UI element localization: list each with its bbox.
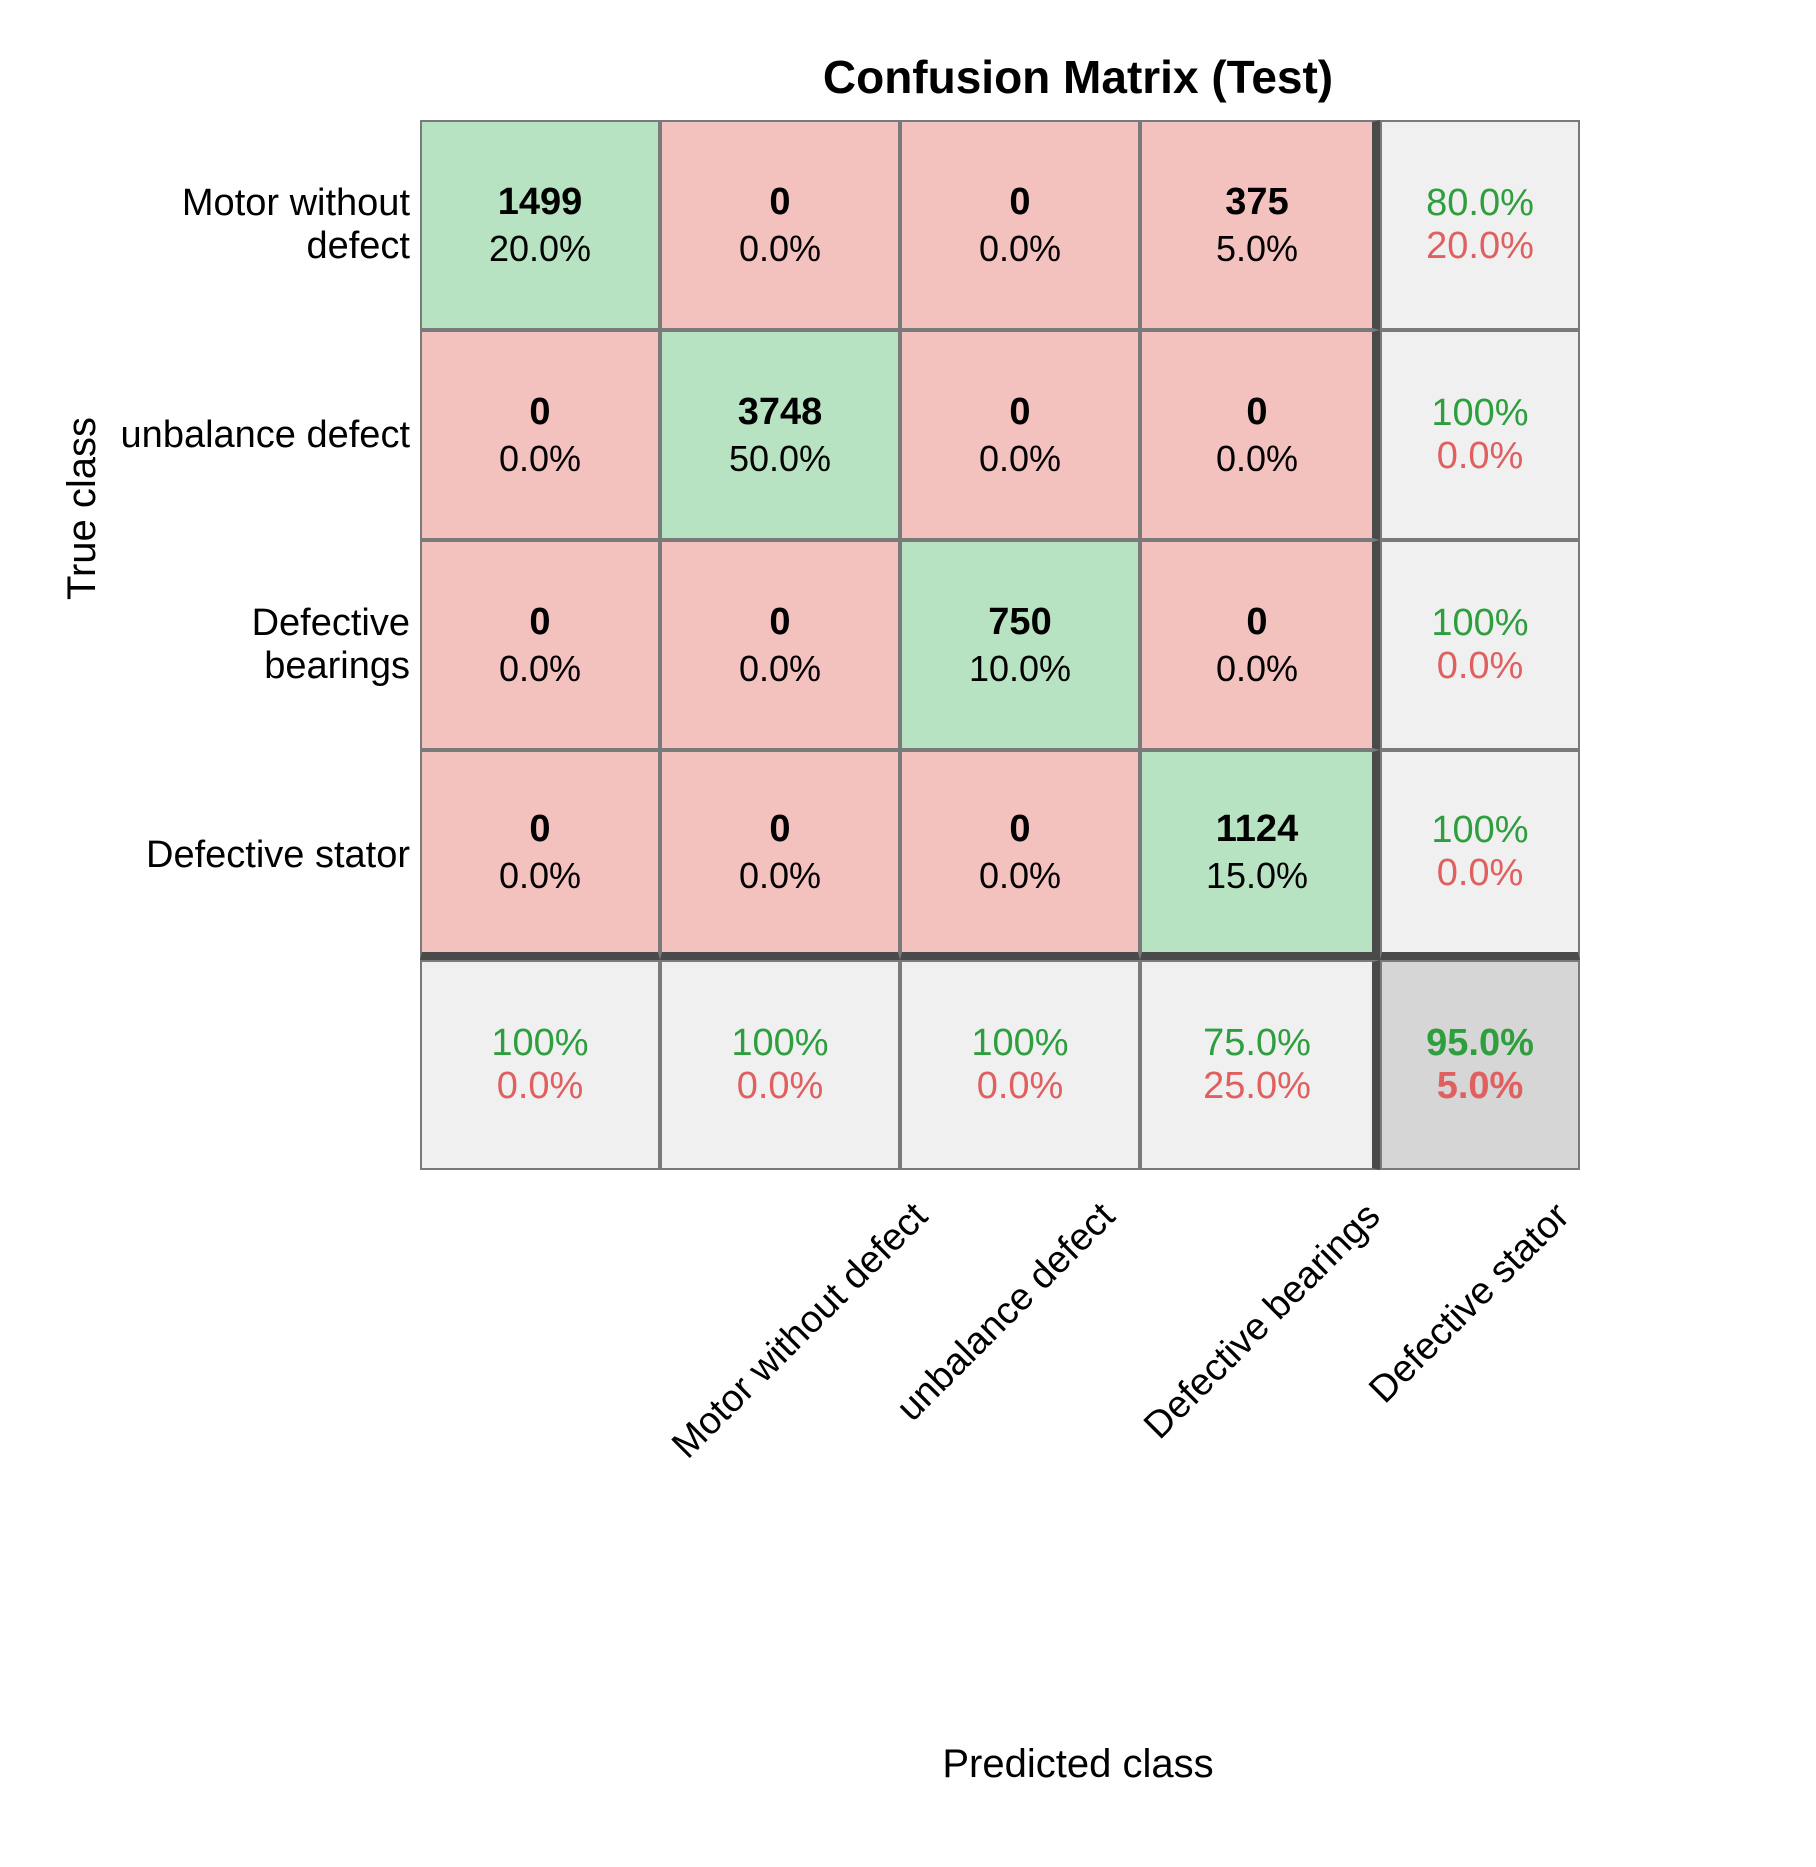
cell-percentage: 0.0% bbox=[739, 855, 821, 897]
cell-count: 0 bbox=[1009, 391, 1030, 434]
col-correct-pct: 100% bbox=[971, 1022, 1068, 1065]
col-correct-pct: 75.0% bbox=[1203, 1022, 1311, 1065]
row-summary-cell: 100%0.0% bbox=[1380, 540, 1580, 750]
cell-count: 3748 bbox=[738, 391, 823, 434]
col-summary-cell: 100%0.0% bbox=[900, 960, 1140, 1170]
matrix-row: 00.0%00.0%75010.0%00.0%100%0.0% bbox=[420, 540, 1700, 750]
row-incorrect-pct: 0.0% bbox=[1437, 435, 1524, 478]
col-incorrect-pct: 25.0% bbox=[1203, 1065, 1311, 1108]
offdiagonal-cell: 00.0% bbox=[420, 750, 660, 960]
row-correct-pct: 100% bbox=[1431, 392, 1528, 435]
offdiagonal-cell: 00.0% bbox=[420, 540, 660, 750]
col-correct-pct: 100% bbox=[491, 1022, 588, 1065]
cell-count: 1499 bbox=[498, 181, 583, 224]
offdiagonal-cell: 00.0% bbox=[660, 750, 900, 960]
cell-percentage: 50.0% bbox=[729, 438, 831, 480]
row-correct-pct: 100% bbox=[1431, 602, 1528, 645]
row-incorrect-pct: 0.0% bbox=[1437, 645, 1524, 688]
offdiagonal-cell: 00.0% bbox=[420, 330, 660, 540]
offdiagonal-cell: 00.0% bbox=[660, 540, 900, 750]
cell-percentage: 15.0% bbox=[1206, 855, 1308, 897]
y-axis-label: True class bbox=[60, 417, 105, 600]
chart-title: Confusion Matrix (Test) bbox=[40, 50, 1816, 104]
offdiagonal-cell: 3755.0% bbox=[1140, 120, 1380, 330]
cell-count: 0 bbox=[529, 601, 550, 644]
cell-count: 750 bbox=[988, 601, 1051, 644]
diagonal-cell: 112415.0% bbox=[1140, 750, 1380, 960]
row-summary-cell: 100%0.0% bbox=[1380, 750, 1580, 960]
col-summary-cell: 75.0%25.0% bbox=[1140, 960, 1380, 1170]
row-label: Defective stator bbox=[120, 750, 420, 960]
cell-percentage: 0.0% bbox=[499, 438, 581, 480]
offdiagonal-cell: 00.0% bbox=[900, 120, 1140, 330]
row-label: Defective bearings bbox=[120, 540, 420, 750]
cell-percentage: 10.0% bbox=[969, 648, 1071, 690]
col-label: unbalance defect bbox=[660, 1175, 900, 1495]
cell-count: 0 bbox=[1009, 181, 1030, 224]
matrix-row: 00.0%00.0%00.0%112415.0%100%0.0% bbox=[420, 750, 1700, 960]
cell-count: 0 bbox=[529, 391, 550, 434]
confusion-matrix-chart: Confusion Matrix (Test) True class Motor… bbox=[40, 40, 1816, 1827]
matrix-grid: 149920.0%00.0%00.0%3755.0%80.0%20.0%00.0… bbox=[420, 120, 1700, 1170]
row-correct-pct: 80.0% bbox=[1426, 182, 1534, 225]
col-label: Motor without defect bbox=[420, 1175, 660, 1495]
col-labels: Motor without defect unbalance defect De… bbox=[420, 1175, 1700, 1495]
cell-percentage: 0.0% bbox=[1216, 648, 1298, 690]
x-axis-label: Predicted class bbox=[40, 1742, 1816, 1787]
cell-percentage: 0.0% bbox=[499, 648, 581, 690]
overall-incorrect-pct: 5.0% bbox=[1437, 1065, 1524, 1108]
offdiagonal-cell: 00.0% bbox=[660, 120, 900, 330]
row-summary-cell: 100%0.0% bbox=[1380, 330, 1580, 540]
overall-summary-cell: 95.0%5.0% bbox=[1380, 960, 1580, 1170]
cell-count: 0 bbox=[1246, 391, 1267, 434]
diagonal-cell: 149920.0% bbox=[420, 120, 660, 330]
cell-percentage: 0.0% bbox=[1216, 438, 1298, 480]
row-summary-cell: 80.0%20.0% bbox=[1380, 120, 1580, 330]
cell-count: 0 bbox=[1009, 808, 1030, 851]
row-incorrect-pct: 0.0% bbox=[1437, 852, 1524, 895]
cell-count: 0 bbox=[529, 808, 550, 851]
cell-percentage: 5.0% bbox=[1216, 228, 1298, 270]
cell-percentage: 0.0% bbox=[979, 228, 1061, 270]
offdiagonal-cell: 00.0% bbox=[900, 750, 1140, 960]
col-incorrect-pct: 0.0% bbox=[977, 1065, 1064, 1108]
offdiagonal-cell: 00.0% bbox=[1140, 330, 1380, 540]
row-label: unbalance defect bbox=[120, 330, 420, 540]
cell-count: 1124 bbox=[1216, 808, 1298, 851]
cell-percentage: 0.0% bbox=[499, 855, 581, 897]
col-summary-row: 100%0.0%100%0.0%100%0.0%75.0%25.0%95.0%5… bbox=[420, 960, 1700, 1170]
offdiagonal-cell: 00.0% bbox=[1140, 540, 1380, 750]
overall-correct-pct: 95.0% bbox=[1426, 1022, 1534, 1065]
col-summary-cell: 100%0.0% bbox=[420, 960, 660, 1170]
row-incorrect-pct: 20.0% bbox=[1426, 225, 1534, 268]
col-label: Defective stator bbox=[1140, 1175, 1380, 1495]
cell-count: 0 bbox=[769, 808, 790, 851]
col-correct-pct: 100% bbox=[731, 1022, 828, 1065]
cell-count: 0 bbox=[1246, 601, 1267, 644]
matrix-row: 00.0%374850.0%00.0%00.0%100%0.0% bbox=[420, 330, 1700, 540]
cell-percentage: 0.0% bbox=[739, 648, 821, 690]
matrix-row: 149920.0%00.0%00.0%3755.0%80.0%20.0% bbox=[420, 120, 1700, 330]
cell-percentage: 20.0% bbox=[489, 228, 591, 270]
cell-count: 0 bbox=[769, 181, 790, 224]
col-incorrect-pct: 0.0% bbox=[497, 1065, 584, 1108]
cell-percentage: 0.0% bbox=[739, 228, 821, 270]
offdiagonal-cell: 00.0% bbox=[900, 330, 1140, 540]
cell-percentage: 0.0% bbox=[979, 855, 1061, 897]
col-summary-cell: 100%0.0% bbox=[660, 960, 900, 1170]
col-label: Defective bearings bbox=[900, 1175, 1140, 1495]
diagonal-cell: 374850.0% bbox=[660, 330, 900, 540]
row-correct-pct: 100% bbox=[1431, 809, 1528, 852]
row-label: Motor without defect bbox=[120, 120, 420, 330]
diagonal-cell: 75010.0% bbox=[900, 540, 1140, 750]
cell-count: 0 bbox=[769, 601, 790, 644]
row-labels: Motor without defect unbalance defect De… bbox=[120, 120, 420, 960]
cell-count: 375 bbox=[1225, 181, 1288, 224]
cell-percentage: 0.0% bbox=[979, 438, 1061, 480]
col-incorrect-pct: 0.0% bbox=[737, 1065, 824, 1108]
